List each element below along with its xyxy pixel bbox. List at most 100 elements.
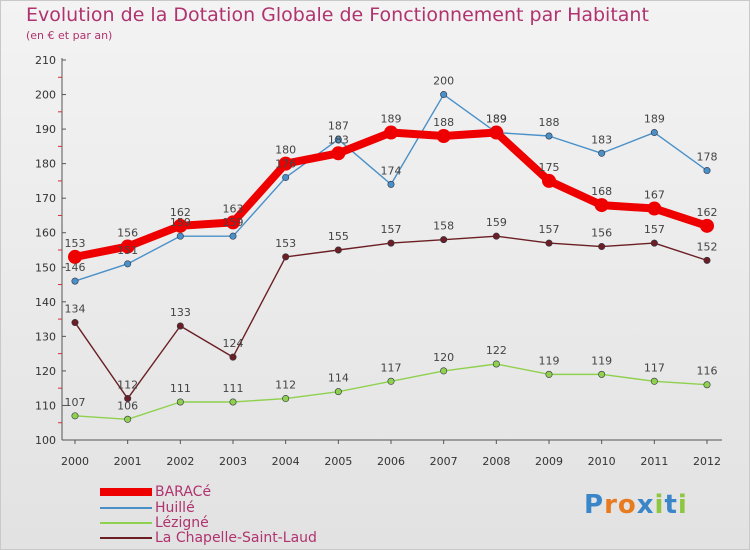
data-point <box>647 201 662 216</box>
data-point <box>124 395 132 403</box>
legend-swatch <box>100 522 152 524</box>
data-label: 189 <box>486 113 507 126</box>
data-point <box>440 367 448 375</box>
y-tick-label: 170 <box>35 192 56 205</box>
data-label: 156 <box>117 227 138 240</box>
data-label: 163 <box>223 202 244 215</box>
x-tick-label: 2010 <box>588 455 616 468</box>
x-tick-label: 2002 <box>166 455 194 468</box>
y-tick-label: 150 <box>35 261 56 274</box>
data-label: 117 <box>644 361 665 374</box>
y-tick-label: 200 <box>35 89 56 102</box>
data-label: 107 <box>65 396 86 409</box>
data-label: 116 <box>697 365 718 378</box>
data-label: 133 <box>170 306 191 319</box>
data-point <box>229 353 237 361</box>
series-line <box>71 128 711 261</box>
y-tick-label: 160 <box>35 227 56 240</box>
data-label: 119 <box>591 354 612 367</box>
legend-label: Lézigné <box>155 515 209 531</box>
data-label: 183 <box>328 133 349 146</box>
legend-label: La Chapelle-Saint-Laud <box>155 530 317 546</box>
data-point <box>282 253 290 261</box>
x-tick-label: 2000 <box>61 455 89 468</box>
data-point <box>71 277 79 285</box>
x-tick-label: 2012 <box>693 455 721 468</box>
data-point <box>226 215 240 230</box>
data-point <box>700 218 714 233</box>
x-tick-label: 2004 <box>272 455 300 468</box>
data-label: 124 <box>223 337 244 350</box>
data-label: 159 <box>223 216 244 229</box>
data-label: 180 <box>275 144 296 157</box>
data-point <box>173 218 188 233</box>
data-point <box>440 91 448 99</box>
data-label: 187 <box>328 119 349 132</box>
logo-letter: x <box>636 490 655 520</box>
data-label: 159 <box>486 216 507 229</box>
x-tick-label: 2011 <box>640 455 668 468</box>
x-tick-label: 2008 <box>482 455 510 468</box>
y-tick-label: 210 <box>35 54 56 67</box>
y-tick-label: 140 <box>35 296 56 309</box>
data-label: 153 <box>275 237 296 250</box>
data-label: 152 <box>697 240 718 253</box>
data-label: 159 <box>170 216 191 229</box>
data-point <box>492 232 500 240</box>
data-label: 175 <box>539 161 560 174</box>
data-point <box>545 132 553 140</box>
data-label: 162 <box>697 206 718 219</box>
data-label: 178 <box>697 151 718 164</box>
data-point <box>229 232 237 240</box>
legend-item-baracé: BARACé <box>100 484 211 500</box>
x-tick-label: 2001 <box>114 455 142 468</box>
data-point <box>489 125 504 140</box>
data-label: 168 <box>591 185 612 198</box>
data-label: 157 <box>381 223 402 236</box>
data-label: 157 <box>539 223 560 236</box>
data-label: 167 <box>644 189 665 202</box>
data-point <box>282 395 290 403</box>
data-point <box>650 377 658 385</box>
data-point <box>387 239 395 247</box>
data-label: 120 <box>433 351 454 364</box>
chart-title: Evolution de la Dotation Globale de Fonc… <box>26 4 649 26</box>
data-point <box>594 198 609 213</box>
data-label: 117 <box>381 361 402 374</box>
data-point <box>387 180 395 188</box>
data-label: 157 <box>644 223 665 236</box>
legend-swatch <box>100 537 152 539</box>
data-label: 134 <box>65 303 86 316</box>
logo-letter: o <box>617 490 637 520</box>
data-point <box>440 236 448 244</box>
data-point <box>598 243 606 251</box>
y-tick-label: 100 <box>35 434 56 447</box>
data-point <box>542 173 556 188</box>
data-point <box>282 173 290 181</box>
data-point <box>334 388 342 396</box>
data-label: 112 <box>117 379 138 392</box>
data-point <box>120 239 135 254</box>
data-label: 111 <box>223 382 244 395</box>
data-label: 158 <box>433 220 454 233</box>
data-point <box>334 246 342 254</box>
data-point <box>68 249 82 264</box>
logo-letter: i <box>677 490 688 520</box>
data-point <box>334 135 342 143</box>
data-point <box>176 398 184 406</box>
data-label: 183 <box>591 133 612 146</box>
logo-letter: r <box>604 490 618 520</box>
legend-label: BARACé <box>155 484 212 500</box>
legend-item-lezigne: Lézigné <box>100 515 209 531</box>
data-point <box>598 370 606 378</box>
data-point <box>331 146 346 161</box>
data-label: 156 <box>591 227 612 240</box>
y-tick-label: 180 <box>35 158 56 171</box>
data-point <box>229 398 237 406</box>
logo-letter: i <box>654 490 665 520</box>
legend-swatch <box>100 507 152 509</box>
data-point <box>492 360 500 368</box>
data-point <box>545 370 553 378</box>
